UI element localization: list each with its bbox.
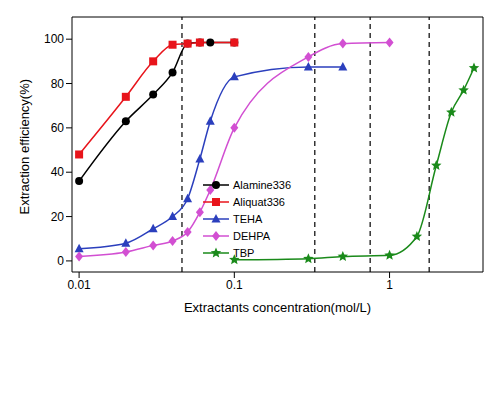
html-text:Aliquat336: Aliquat336 [233, 195, 285, 208]
html-text:Alamine336: Alamine336 [233, 178, 292, 191]
svg-text:20: 20 [51, 210, 65, 224]
svg-text:100: 100 [44, 32, 64, 46]
svg-text:Extractants concentration(mol/: Extractants concentration(mol/L) [184, 300, 371, 315]
html-text:TEHA: TEHA [233, 212, 263, 225]
svg-text:1: 1 [386, 278, 393, 292]
html-text:TBP: TBP [233, 246, 255, 259]
svg-text:Extraction efficiency(%): Extraction efficiency(%) [17, 79, 32, 215]
html-text:DEHPA: DEHPA [233, 229, 271, 242]
svg-text:40: 40 [51, 165, 65, 179]
svg-text:0.1: 0.1 [226, 278, 243, 292]
svg-text:0: 0 [57, 254, 64, 268]
svg-text:0.01: 0.01 [67, 278, 91, 292]
svg-text:60: 60 [51, 121, 65, 135]
svg-text:80: 80 [51, 77, 65, 91]
